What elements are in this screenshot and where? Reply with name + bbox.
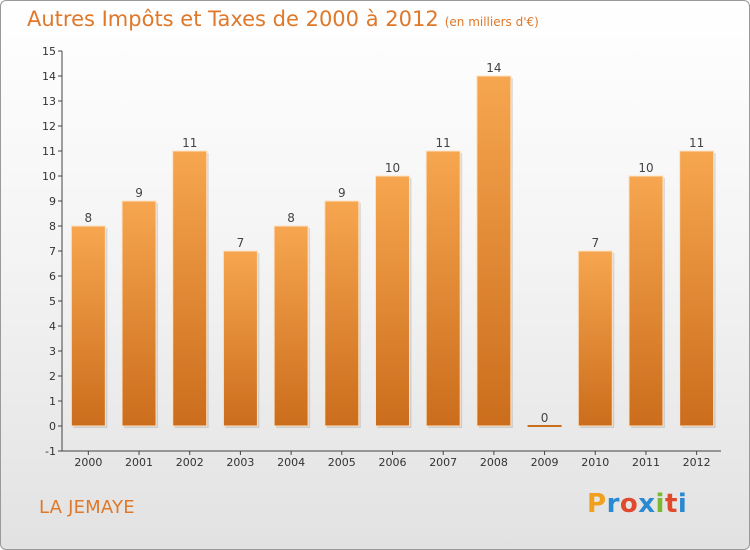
bar-2004 [273,225,309,427]
value-label: 8 [85,211,93,225]
bar-2007 [425,150,461,427]
x-tick-label: 2011 [632,456,660,469]
y-tick-label: 11 [42,145,56,158]
proxiti-logo[interactable]: Proxiti [587,489,687,519]
value-label: 11 [436,136,451,150]
bar-2012 [679,150,715,427]
y-tick-label: 0 [49,420,56,433]
bar-2006 [375,175,410,427]
value-label: 9 [135,186,143,200]
y-tick-label: 15 [42,45,56,58]
y-tick-label: 6 [49,270,56,283]
y-tick-label: 12 [42,120,56,133]
x-tick-label: 2007 [429,456,457,469]
bar-2010 [577,250,613,427]
logo-letter: x [638,489,656,519]
x-tick-label: 2009 [531,456,559,469]
y-tick-label: 4 [49,320,56,333]
x-tick-label: 2006 [379,456,407,469]
x-tick-label: 2008 [480,456,508,469]
y-tick-label: 3 [49,345,56,358]
x-tick-label: 2000 [74,456,102,469]
bars [70,75,716,428]
y-tick-label: -1 [45,445,56,458]
x-tick-label: 2002 [176,456,204,469]
y-tick-label: 13 [42,95,56,108]
value-label: 14 [486,61,501,75]
y-tick-label: 14 [42,70,56,83]
y-tick-label: 9 [49,195,56,208]
value-label: 7 [237,236,245,250]
logo-letter: o [619,489,639,519]
value-label: 8 [287,211,295,225]
commune-name: LA JEMAYE [39,497,135,518]
x-tick-label: 2012 [683,456,711,469]
bar-2008 [476,75,512,427]
logo-letter: t [664,489,678,519]
x-tick-label: 2001 [125,456,153,469]
bar-2000 [70,225,106,427]
chart-unit: (en milliers d'€) [444,15,539,29]
value-label: 10 [638,161,653,175]
logo-letter: i [677,489,688,519]
y-tick-label: 7 [49,245,56,258]
y-tick-label: 5 [49,295,56,308]
value-label: 10 [385,161,400,175]
y-tick-label: 8 [49,220,56,233]
value-label: 11 [182,136,197,150]
value-labels: 8 9 11 7 8 9 10 11 14 0 7 10 11 [85,61,705,425]
chart-title-text: Autres Impôts et Taxes de 2000 à 2012 [27,7,439,31]
x-tick-label: 2005 [328,456,356,469]
y-tick-label: 10 [42,170,56,183]
value-label: 9 [338,186,346,200]
x-tick-label: 2004 [277,456,305,469]
bar-2003 [222,250,258,427]
x-tick-label: 2010 [581,456,609,469]
chart-title: Autres Impôts et Taxes de 2000 à 2012 (en… [27,7,539,31]
logo-letter: i [655,489,665,519]
bar-2001 [121,200,157,427]
logo-letter: r [606,489,620,519]
x-tick-label: 2003 [226,456,254,469]
y-tick-label: 1 [49,395,56,408]
bar-2009 [527,425,562,427]
bar-2002 [172,150,208,427]
bar-2011 [628,175,664,427]
value-label: 0 [541,411,549,425]
value-label: 7 [591,236,599,250]
bar-2005 [324,200,360,427]
logo-letter: P [587,489,607,519]
value-label: 11 [689,136,704,150]
y-tick-label: 2 [49,370,56,383]
